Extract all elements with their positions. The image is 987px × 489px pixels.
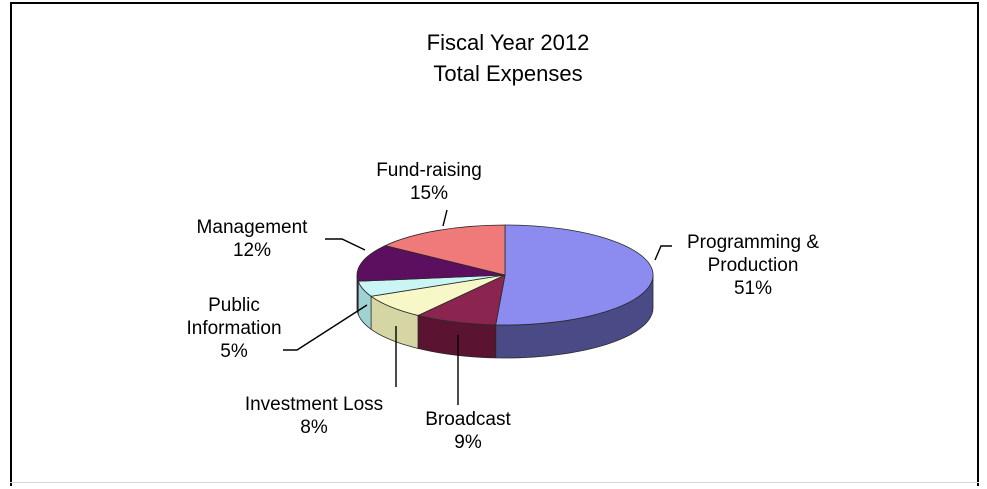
slice-label-name-public-information-2: Information (186, 318, 281, 339)
slice-broadcast (417, 274, 506, 326)
slice-label-value-broadcast: 9% (454, 432, 482, 453)
slice-label-name-management-1: Management (197, 217, 309, 238)
slice-management (356, 245, 506, 282)
leader-lines (283, 209, 672, 405)
leader-line-programming-and-production (654, 245, 672, 261)
bottom-divider (10, 482, 979, 483)
chart-title-line-1: Fiscal Year 2012 (427, 30, 590, 55)
slice-label-value-investment-loss: 8% (300, 417, 328, 438)
pie-slices (356, 224, 654, 326)
leader-line-fund-raising (442, 209, 448, 227)
leader-line-public-information (283, 304, 368, 351)
slice-label-name-programming-and-production-2: Production (708, 255, 799, 276)
slice-label-value-management: 12% (233, 240, 271, 261)
slice-fund-raising (384, 224, 506, 276)
slice-programming-and-production (495, 224, 654, 326)
slice-label-name-investment-loss-1: Investment Loss (245, 394, 383, 415)
leader-line-management (325, 238, 366, 251)
slice-label-value-fund-raising: 15% (410, 183, 448, 204)
slice-label-value-public-information: 5% (220, 341, 248, 362)
chart-title-line-2: Total Expenses (433, 61, 582, 86)
slice-label-name-fund-raising-1: Fund-raising (376, 160, 482, 181)
chart-title: Fiscal Year 2012 Total Expenses (427, 30, 590, 86)
slice-label-name-public-information-1: Public (208, 295, 260, 316)
slice-label-value-programming-and-production: 51% (734, 278, 772, 299)
slice-label-name-programming-and-production-1: Programming & (687, 232, 819, 253)
slice-label-name-broadcast-1: Broadcast (425, 409, 511, 430)
